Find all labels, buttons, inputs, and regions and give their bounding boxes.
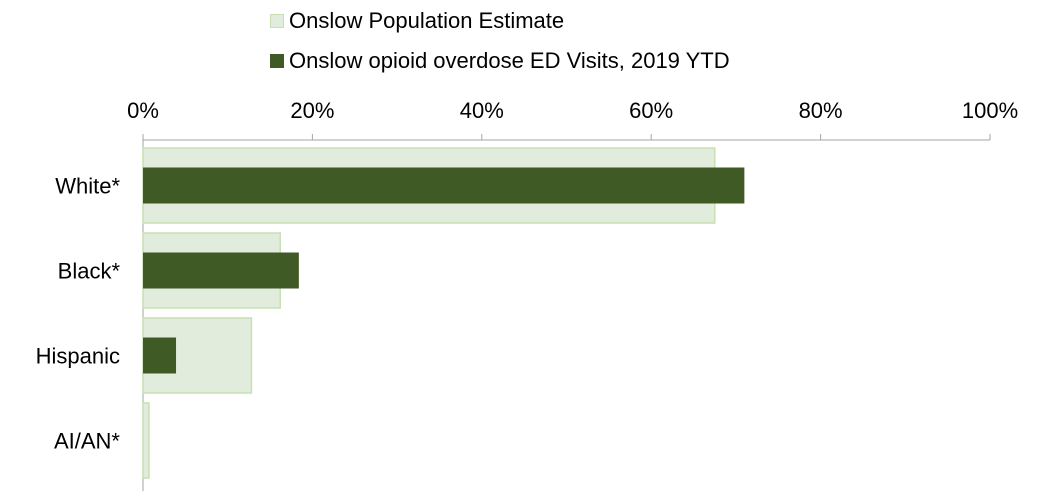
legend-swatch-visits <box>270 54 284 68</box>
legend-label-visits: Onslow opioid overdose ED Visits, 2019 Y… <box>289 48 730 73</box>
category-label: Hispanic <box>36 344 120 369</box>
legend-item-population: Onslow Population Estimate <box>270 8 564 34</box>
category-label: AI/AN* <box>54 429 120 454</box>
x-tick-label: 40% <box>460 98 504 123</box>
x-tick-label: 80% <box>799 98 843 123</box>
x-tick-label: 20% <box>290 98 334 123</box>
legend-swatch-population <box>270 14 284 28</box>
population-bar <box>142 402 150 479</box>
visits-bar <box>143 167 745 204</box>
category-label: Black* <box>58 259 121 284</box>
x-tick-label: 100% <box>962 98 1018 123</box>
legend-label-population: Onslow Population Estimate <box>289 8 565 33</box>
category-label: White* <box>55 174 120 199</box>
visits-bar <box>143 252 299 289</box>
visits-bar <box>143 337 177 374</box>
x-tick-label: 60% <box>629 98 673 123</box>
x-tick-label: 0% <box>127 98 159 123</box>
legend-item-visits: Onslow opioid overdose ED Visits, 2019 Y… <box>270 48 730 74</box>
